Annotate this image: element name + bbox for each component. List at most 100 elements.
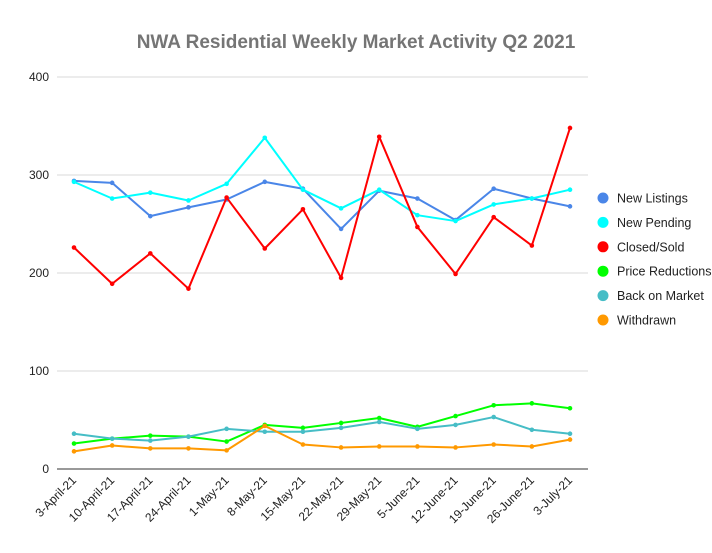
legend-item: Closed/Sold [597,240,684,254]
legend-item: New Pending [597,216,691,230]
y-tick-label: 100 [29,364,49,378]
data-point [453,445,458,450]
data-point [529,444,535,449]
data-point [415,426,420,432]
x-tick-label: 3-July-21 [530,473,575,518]
y-tick-label: 400 [29,70,49,84]
data-point [453,218,458,224]
legend-label: Closed/Sold [617,240,684,254]
series-line [73,424,571,453]
data-point [300,425,306,431]
y-axis-tick-labels: 0 100 200 300 400 [29,70,49,476]
data-point [300,187,306,192]
data-point [415,196,420,201]
y-tick-label: 300 [29,168,49,182]
legend-swatch [597,192,609,204]
data-point [338,445,344,450]
data-point [109,196,115,201]
x-tick-label: 1-May-21 [186,473,232,519]
data-point [567,431,573,437]
data-point [376,134,382,140]
data-point [529,401,535,406]
data-point [148,446,153,451]
data-point [491,414,496,420]
data-point [109,436,115,441]
data-point [567,125,573,131]
data-point [224,181,229,187]
legend-item: New Listings [597,192,688,206]
data-point [224,195,229,200]
series-line [73,402,571,445]
series-back-on-market [71,414,573,443]
data-point [109,443,115,448]
data-point [338,420,344,426]
data-point [376,444,382,449]
legend-swatch [597,265,609,277]
data-point [224,448,229,453]
data-point [148,213,153,219]
legend-label: Back on Market [617,289,704,303]
data-point [262,246,268,251]
series-new-pending [71,135,573,224]
data-point [415,212,420,218]
data-point [224,439,229,444]
data-point [186,286,191,291]
data-point [491,214,496,220]
data-point [338,206,344,211]
series-price-reductions [71,401,573,446]
data-point [300,429,306,435]
series-withdrawn [71,423,573,454]
data-point [529,196,535,201]
data-point [491,442,496,447]
data-point [109,281,115,287]
data-point [567,437,573,442]
series-line [73,179,571,230]
data-point [376,415,382,421]
data-point [186,434,191,439]
gridlines [57,76,588,372]
data-point [262,429,268,435]
data-point [453,413,458,419]
legend-swatch [597,314,609,326]
legend-label: New Pending [617,216,691,230]
legend-swatch [597,290,609,302]
data-point [148,251,153,256]
series-new-listings [71,178,573,232]
data-point [376,419,382,425]
series-line [73,416,571,442]
series-line [73,136,571,223]
data-point [567,204,573,209]
data-point [300,207,306,212]
data-point [491,186,496,192]
chart-title: NWA Residential Weekly Market Activity Q… [137,32,576,53]
data-point [529,243,535,248]
x-axis-tick-labels: 3-April-2110-April-2117-April-2124-April… [32,473,575,526]
data-point [109,180,115,186]
legend-item: Back on Market [597,289,704,303]
legend-swatch [597,241,609,253]
legend-item: Withdrawn [597,314,676,328]
data-point [262,423,268,429]
series-line [73,127,571,290]
data-point [567,187,573,192]
data-point [71,245,77,250]
data-point [453,422,458,428]
data-point [415,444,420,449]
series-closed-sold [71,125,573,291]
data-point [300,442,306,447]
data-point [262,179,268,185]
data-point [453,271,458,277]
data-point [71,441,77,446]
data-point [148,433,153,438]
legend-label: Price Reductions [617,265,712,279]
data-point [567,405,573,411]
data-point [338,226,344,232]
data-point [148,438,153,443]
data-point [338,275,344,281]
data-point [186,198,191,203]
legend: New Listings New Pending Closed/Sold Price … [597,192,712,328]
legend-item: Price Reductions [597,265,712,279]
data-point [148,190,153,195]
legend-label: New Listings [617,192,688,206]
